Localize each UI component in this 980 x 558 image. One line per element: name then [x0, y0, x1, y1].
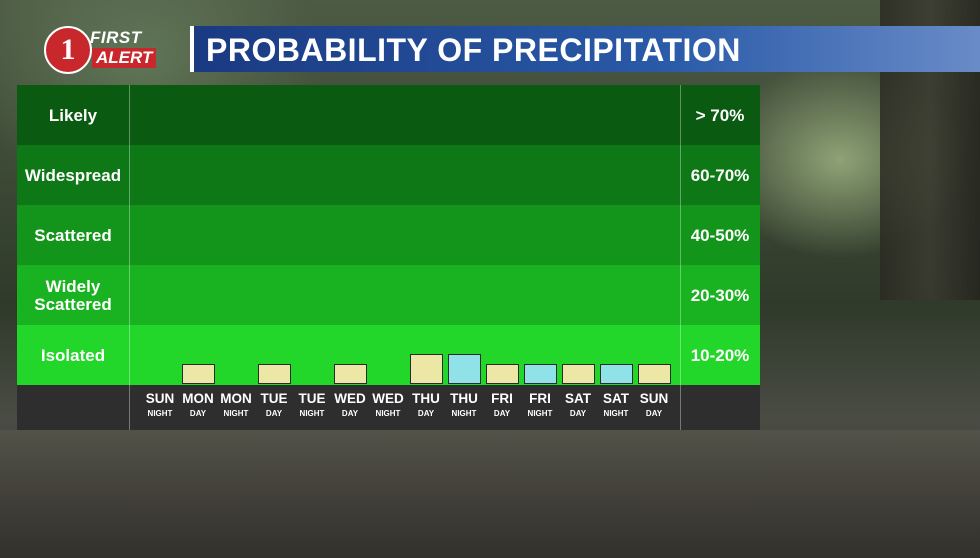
x-tick-sublabel: DAY: [417, 409, 435, 418]
left-divider: [129, 85, 130, 430]
x-tick-sublabel: DAY: [189, 409, 207, 418]
x-tick-label: WED: [372, 391, 404, 406]
band-4: Isolated 10-20%: [17, 325, 760, 385]
bar-sat-night: [600, 364, 633, 384]
x-tick-label: MON: [220, 391, 252, 406]
right-divider: [680, 85, 681, 430]
x-tick-sublabel: NIGHT: [223, 409, 249, 418]
x-tick-label: FRI: [491, 391, 513, 406]
band-range-label: 10-20%: [690, 346, 750, 365]
x-tick-sublabel: DAY: [645, 409, 663, 418]
x-tick-label: SUN: [639, 391, 669, 406]
background-ground: [0, 430, 980, 558]
x-tick-sublabel: DAY: [569, 409, 587, 418]
band-3: Widely Scattered 20-30%: [17, 265, 760, 325]
x-tick-sublabel: NIGHT: [375, 409, 401, 418]
bar-sun-day: [638, 364, 671, 384]
x-tick-label: MON: [182, 391, 214, 406]
x-tick-label: SUN: [145, 391, 175, 406]
x-tick-sublabel: DAY: [493, 409, 511, 418]
x-tick-label: SAT: [603, 391, 629, 406]
x-axis-strip: [17, 385, 760, 430]
bar-wed-day: [334, 364, 367, 384]
x-tick-label: TUE: [260, 391, 288, 406]
x-tick-sublabel: NIGHT: [451, 409, 477, 418]
bar-fri-night: [524, 364, 557, 384]
band-label: Likely: [48, 106, 98, 125]
x-tick-sublabel: NIGHT: [603, 409, 629, 418]
x-tick-label: THU: [450, 391, 478, 406]
bar-thu-day: [410, 354, 443, 384]
x-tick-sublabel: NIGHT: [299, 409, 325, 418]
x-tick-label: WED: [334, 391, 366, 406]
header: 1 FIRST ALERT PROBABILITY OF PRECIPITATI…: [40, 24, 980, 74]
band-label: Widespread: [24, 166, 122, 185]
x-tick-sublabel: NIGHT: [527, 409, 553, 418]
title-bar: PROBABILITY OF PRECIPITATION: [190, 26, 980, 72]
band-range-label: > 70%: [695, 106, 745, 125]
x-tick-label: THU: [412, 391, 440, 406]
x-tick-sublabel: NIGHT: [147, 409, 173, 418]
channel-number-badge: 1: [44, 26, 92, 74]
band-label: Scattered: [34, 226, 112, 245]
bar-mon-day: [182, 364, 215, 384]
x-tick-label: FRI: [529, 391, 551, 406]
band-label: Isolated: [40, 346, 106, 365]
first-alert-logo: 1 FIRST ALERT: [40, 24, 172, 74]
bar-sat-day: [562, 364, 595, 384]
logo-text-first: FIRST: [90, 28, 142, 47]
bar-thu-night: [448, 354, 481, 384]
x-tick-sublabel: DAY: [265, 409, 283, 418]
band-range-label: 40-50%: [690, 226, 750, 245]
logo-text-alert: ALERT: [92, 48, 157, 68]
x-tick-label: SAT: [565, 391, 591, 406]
band-0: Likely > 70%: [17, 85, 760, 145]
bar-fri-day: [486, 364, 519, 384]
band-range-label: 20-30%: [690, 286, 750, 305]
band-label: Widely Scattered: [34, 277, 112, 314]
page-title: PROBABILITY OF PRECIPITATION: [206, 32, 741, 68]
x-tick-sublabel: DAY: [341, 409, 359, 418]
precipitation-chart: Likely > 70% Widespread 60-70% Scattered 40-5…: [17, 85, 760, 430]
x-tick-label: TUE: [298, 391, 326, 406]
bar-tue-day: [258, 364, 291, 384]
band-range-label: 60-70%: [690, 166, 750, 185]
band-1: Widespread 60-70%: [17, 145, 760, 205]
band-2: Scattered 40-50%: [17, 205, 760, 265]
